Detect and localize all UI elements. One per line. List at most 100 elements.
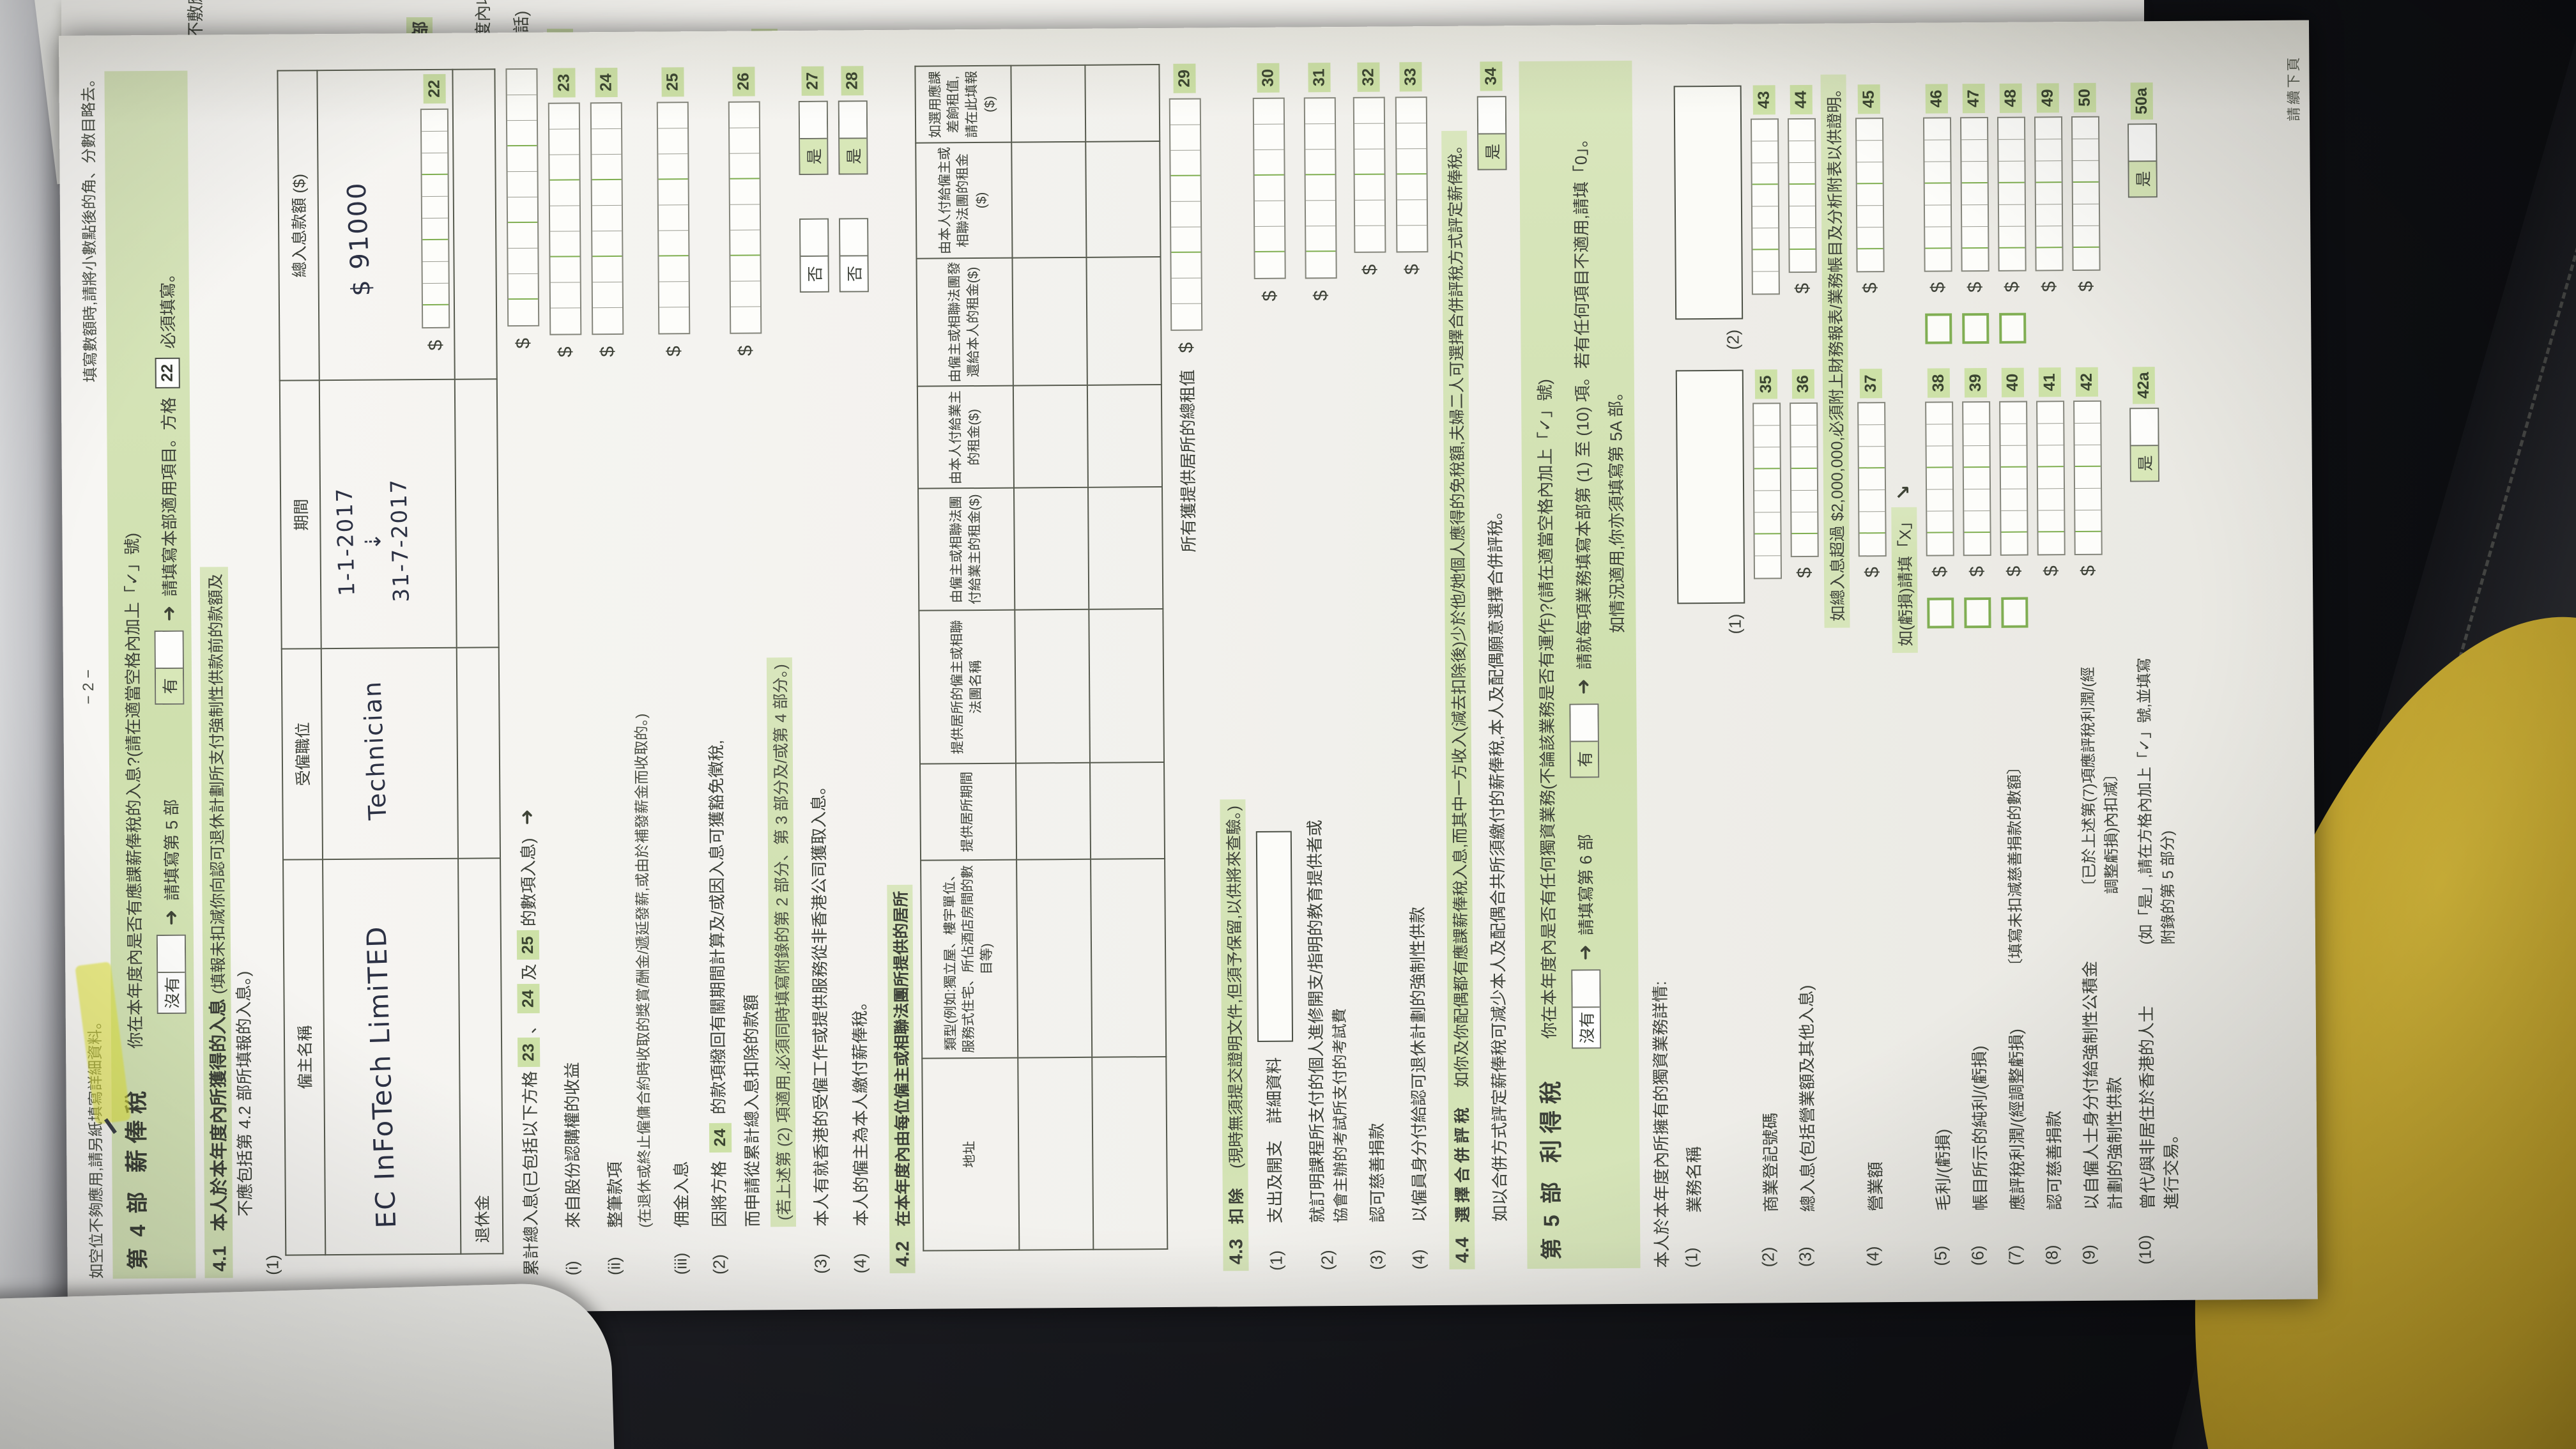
box-cell[interactable] xyxy=(1751,119,1777,142)
business-name-box[interactable] xyxy=(1675,369,1745,604)
box-cell[interactable] xyxy=(1305,226,1336,252)
box-cell[interactable] xyxy=(1857,184,1883,206)
box-cell[interactable] xyxy=(730,281,760,307)
box-cell[interactable] xyxy=(658,154,688,180)
box-cell[interactable] xyxy=(2000,445,2027,468)
checkbox-box[interactable] xyxy=(1572,970,1600,1007)
empty-cell[interactable] xyxy=(1013,385,1088,489)
box-cell[interactable] xyxy=(1857,227,1883,250)
box-cell[interactable] xyxy=(2037,424,2064,446)
box-cell[interactable] xyxy=(1254,98,1284,125)
box-cell[interactable] xyxy=(550,257,580,283)
box-cell[interactable] xyxy=(1927,533,1952,555)
period-cell[interactable]: 1-1-2017 ⇣ 31-7-2017 xyxy=(319,379,457,649)
amount-boxes[interactable] xyxy=(505,68,540,327)
amount-boxes[interactable] xyxy=(1924,401,1954,556)
box-cell[interactable] xyxy=(2074,401,2100,424)
detail-input-box[interactable] xyxy=(1255,831,1293,1042)
box-cell[interactable] xyxy=(1962,249,1988,270)
box-cell[interactable] xyxy=(2000,489,2027,511)
box-cell[interactable] xyxy=(1396,149,1427,175)
box-cell[interactable] xyxy=(1171,252,1201,279)
amount-boxes[interactable] xyxy=(590,102,624,335)
box-cell[interactable] xyxy=(1924,162,1951,184)
box-cell[interactable] xyxy=(1856,141,1883,163)
box-cell[interactable] xyxy=(1961,161,1988,184)
box-cell[interactable] xyxy=(422,283,448,306)
box-cell[interactable] xyxy=(2074,445,2101,468)
amount-boxes[interactable] xyxy=(1303,97,1337,279)
box-cell[interactable] xyxy=(1963,467,1989,490)
box-cell[interactable] xyxy=(1963,489,1989,512)
box-cell[interactable] xyxy=(1859,490,1885,512)
box-cell[interactable] xyxy=(1789,184,1815,207)
box-cell[interactable] xyxy=(422,240,448,263)
amount-boxes[interactable] xyxy=(1959,116,1989,272)
box-cell[interactable] xyxy=(422,218,448,241)
box-cell[interactable] xyxy=(1789,206,1815,229)
box-cell[interactable] xyxy=(1924,140,1951,162)
box-cell[interactable] xyxy=(507,95,537,121)
box-cell[interactable] xyxy=(422,174,448,197)
box-cell[interactable] xyxy=(1788,141,1815,164)
box-cell[interactable] xyxy=(507,120,537,147)
box-cell[interactable] xyxy=(423,305,448,327)
box-cell[interactable] xyxy=(2001,533,2027,555)
box-cell[interactable] xyxy=(1857,249,1883,271)
amount-boxes[interactable] xyxy=(728,101,762,334)
box-cell[interactable] xyxy=(1753,404,1779,426)
box-cell[interactable] xyxy=(508,222,538,249)
box-cell[interactable] xyxy=(1254,124,1284,150)
empty-cell[interactable] xyxy=(1014,609,1090,764)
box-cell[interactable] xyxy=(2038,532,2064,554)
empty-cell[interactable] xyxy=(1012,257,1087,386)
box-cell[interactable] xyxy=(658,128,688,155)
box-cell[interactable] xyxy=(1926,489,1952,512)
box-cell[interactable] xyxy=(2073,226,2099,249)
yes-checkbox[interactable]: 是 xyxy=(798,100,829,175)
box-cell[interactable] xyxy=(2037,489,2064,511)
box-cell[interactable] xyxy=(2000,510,2027,533)
amount-boxes[interactable] xyxy=(1789,402,1819,558)
box-cell[interactable] xyxy=(1790,403,1816,426)
box-cell[interactable] xyxy=(2073,160,2099,183)
box-cell[interactable] xyxy=(2073,248,2099,270)
amount-boxes[interactable] xyxy=(2035,401,2066,556)
box-cell[interactable] xyxy=(1999,249,2025,270)
box-cell[interactable] xyxy=(1926,402,1952,425)
box-cell[interactable] xyxy=(2072,139,2099,162)
amount-boxes[interactable] xyxy=(2073,400,2103,556)
yes-checkbox[interactable]: 是 xyxy=(2127,123,2158,198)
box-cell[interactable] xyxy=(2035,139,2062,162)
income-amount-cell[interactable]: $ 91000 $ 22 xyxy=(317,69,455,381)
box-cell[interactable] xyxy=(2073,182,2099,205)
box-cell[interactable] xyxy=(1396,98,1426,124)
no-checkbox[interactable]: 否 xyxy=(838,218,869,293)
box-cell[interactable] xyxy=(659,282,689,308)
box-cell[interactable] xyxy=(507,197,538,224)
box-cell[interactable] xyxy=(2037,467,2064,489)
box-cell[interactable] xyxy=(1859,447,1885,469)
box-cell[interactable] xyxy=(730,230,760,256)
box-cell[interactable] xyxy=(507,171,537,198)
box-cell[interactable] xyxy=(422,261,448,284)
box-cell[interactable] xyxy=(1754,556,1780,578)
amount-boxes[interactable] xyxy=(1169,98,1202,331)
box-cell[interactable] xyxy=(549,103,579,130)
box-cell[interactable] xyxy=(422,131,448,154)
box-cell[interactable] xyxy=(422,153,448,176)
box-cell[interactable] xyxy=(1255,252,1284,278)
empty-cell[interactable] xyxy=(1085,141,1161,257)
amount-boxes[interactable] xyxy=(1750,118,1780,295)
loss-x-checkbox[interactable] xyxy=(2000,597,2028,628)
box-cell[interactable] xyxy=(1254,150,1284,176)
business-name-box[interactable] xyxy=(1673,85,1743,320)
amount-boxes[interactable] xyxy=(1998,401,2028,556)
box-cell[interactable] xyxy=(592,128,622,155)
empty-cell[interactable] xyxy=(1011,142,1087,258)
box-cell[interactable] xyxy=(421,109,448,132)
box-cell[interactable] xyxy=(2035,161,2062,183)
box-cell[interactable] xyxy=(549,155,579,181)
box-cell[interactable] xyxy=(592,180,622,206)
box-cell[interactable] xyxy=(729,102,759,128)
